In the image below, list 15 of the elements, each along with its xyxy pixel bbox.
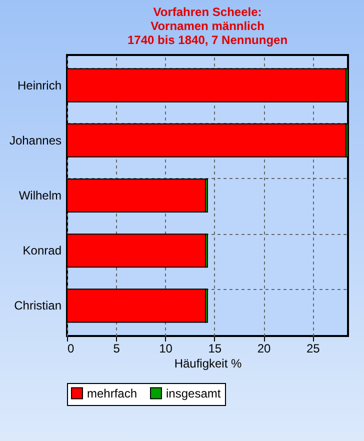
x-tick-label: 25 (306, 342, 320, 356)
y-tick-label: Heinrich (17, 78, 62, 92)
x-axis-title: Häufigkeit % (174, 356, 242, 370)
y-tick-label: Johannes (9, 133, 62, 148)
x-tick-label: 20 (257, 342, 271, 356)
legend-label: insgesamt (166, 386, 222, 400)
x-tick-label: 15 (208, 342, 222, 356)
y-tick-label: Wilhelm (18, 188, 62, 202)
x-tick-label: 5 (113, 342, 120, 356)
y-tick-label: Konrad (22, 244, 62, 258)
legend-label: mehrfach (87, 386, 138, 400)
x-tick-label: 10 (159, 342, 173, 356)
x-tick-label: 0 (68, 342, 74, 356)
chart-title: Vorfahren Scheele: Vornamen männlich 1740 bis 1840, 7 Nennungen (127, 5, 288, 47)
y-tick-label: Christian (14, 298, 62, 313)
